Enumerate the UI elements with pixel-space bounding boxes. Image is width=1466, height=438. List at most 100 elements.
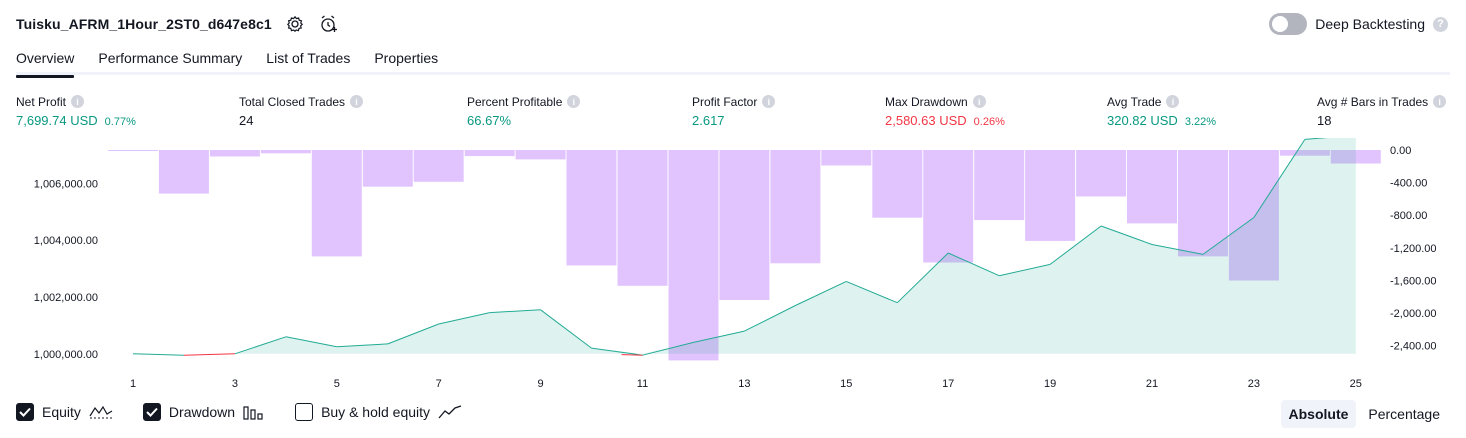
drawdown-tick-label: -1,600.00: [1390, 276, 1436, 288]
help-question-icon[interactable]: ?: [1433, 16, 1448, 32]
x-tick-label: 25: [1350, 378, 1362, 390]
metric-profit-factor: Profit Factor i 2.617: [692, 94, 776, 128]
info-icon[interactable]: i: [762, 95, 776, 108]
buy-hold-checkbox[interactable]: [295, 403, 314, 421]
equity-line-segment: [132, 353, 184, 356]
metric-percent-profitable: Percent Profitable i 66.67%: [467, 94, 581, 128]
metric-avg-bars-in-trades: Avg # Bars in Trades i 18: [1317, 94, 1447, 128]
drawdown-bar: [1127, 150, 1177, 224]
buy-hold-label: Buy & hold equity: [321, 404, 431, 420]
metric-value: 2.617: [692, 113, 725, 128]
metric-net-profit: Net Profit i 7,699.74 USD 0.77%: [16, 94, 136, 129]
info-icon[interactable]: i: [567, 95, 581, 108]
metric-max-drawdown: Max Drawdown i 2,580.63 USD 0.26%: [885, 94, 1005, 129]
drawdown-bar: [1228, 150, 1279, 281]
drawdown-label: Drawdown: [168, 404, 236, 420]
tab-properties[interactable]: Properties: [374, 50, 439, 66]
drawdown-tick-label: 0.00: [1390, 145, 1411, 157]
equity-line-segment: [285, 336, 337, 348]
metric-value: 24: [239, 113, 254, 128]
equity-line-segment: [693, 330, 745, 343]
drawdown-bar: [668, 150, 719, 361]
drawdown-bar: [1025, 150, 1076, 241]
x-tick-label: 23: [1248, 378, 1260, 390]
metric-percent: 0.77%: [104, 116, 136, 128]
metric-avg-trade: Avg Trade i 320.82 USD 3.22%: [1107, 94, 1217, 129]
add-alert-clock-icon[interactable]: [318, 13, 340, 35]
drawdown-axis: 0.00 -400.00 -800.00 -1,200.00 -1,600.00 -2,0…: [1390, 145, 1436, 353]
equity-label: Equity: [42, 404, 81, 420]
equity-line-segment: [1202, 217, 1255, 255]
equity-checkbox[interactable]: [16, 403, 34, 421]
x-tick-label: 1: [130, 378, 136, 390]
legend-equity[interactable]: Equity: [16, 403, 113, 421]
info-icon[interactable]: i: [1166, 95, 1180, 108]
metric-label: Percent Profitable: [467, 94, 563, 109]
drawdown-bar: [923, 150, 974, 263]
drawdown-bar: [1330, 150, 1381, 164]
equity-line-segment: [540, 309, 592, 349]
legend-drawdown[interactable]: Drawdown: [142, 403, 265, 421]
equity-line-segment: [1151, 244, 1204, 255]
x-tick-label: 15: [840, 378, 852, 390]
drawdown-bar: [1076, 150, 1127, 197]
info-icon[interactable]: i: [1433, 95, 1447, 108]
equity-line-segment: [896, 252, 949, 304]
deep-backtesting-toggle[interactable]: [1269, 13, 1308, 35]
drawdown-tick-label: -2,000.00: [1390, 308, 1436, 320]
metric-label: Net Profit: [16, 94, 67, 109]
drawdown-bar: [515, 150, 566, 160]
equity-area: [133, 138, 1356, 354]
deep-backtesting-label: Deep Backtesting: [1315, 16, 1425, 32]
info-icon[interactable]: i: [71, 95, 85, 108]
equity-line-icon: [89, 404, 113, 420]
x-tick-label: 9: [538, 378, 544, 390]
tab-list-of-trades[interactable]: List of Trades: [266, 50, 351, 66]
info-icon[interactable]: i: [350, 95, 364, 108]
metric-label: Avg Trade: [1107, 94, 1162, 109]
metric-value: 2,580.63 USD: [885, 113, 967, 128]
trade-number-axis: 1 3 5 7 9 11 13 15 17 19 21 23 25: [130, 378, 1362, 390]
drawdown-tick-label: -2,400.00: [1390, 341, 1436, 353]
metric-value: 320.82 USD: [1107, 113, 1178, 128]
metric-value: 7,699.74 USD: [16, 113, 98, 128]
drawdown-bar: [108, 150, 158, 151]
x-tick-label: 19: [1044, 378, 1056, 390]
drawdown-checkbox[interactable]: [142, 403, 161, 421]
metric-label: Profit Factor: [692, 94, 758, 109]
drawdown-bar: [362, 150, 413, 187]
equity-line-segment: [795, 280, 847, 306]
legend-buy-hold[interactable]: Buy & hold equity: [295, 403, 462, 421]
chart-legend: Equity Drawdown Buy & hold equity: [16, 403, 462, 421]
equity-axis: 1,000,000.00 1,002,000.00 1,004,000.00 1,00…: [34, 178, 98, 360]
equity-line-segment: [336, 343, 388, 348]
metric-label: Max Drawdown: [885, 94, 968, 109]
equity-line-segment: [1304, 138, 1328, 140]
x-tick-label: 21: [1146, 378, 1158, 390]
drawdown-bar: [158, 150, 209, 194]
metric-label: Avg # Bars in Trades: [1317, 94, 1429, 109]
drawdown-bar: [872, 150, 923, 218]
equity-drawdown-chart[interactable]: 1,000,000.00 1,002,000.00 1,004,000.00 1,00…: [0, 138, 1466, 398]
drawdown-bar: [1178, 150, 1228, 257]
equity-line-segment: [489, 309, 541, 314]
equity-line-segment: [642, 341, 694, 356]
metric-value: 18: [1317, 113, 1332, 128]
drawdown-bar: [770, 150, 821, 264]
equity-line-segment: [1100, 225, 1153, 245]
tab-performance-summary[interactable]: Performance Summary: [98, 50, 243, 66]
absolute-button[interactable]: Absolute: [1280, 400, 1357, 428]
equity-line-segment: [234, 336, 287, 355]
strategy-title: Tuisku_AFRM_1Hour_2ST0_d647e8c1: [16, 16, 272, 32]
percentage-button[interactable]: Percentage: [1368, 406, 1440, 422]
equity-line-segment: [1253, 139, 1306, 218]
x-tick-label: 17: [942, 378, 954, 390]
info-icon[interactable]: i: [972, 95, 986, 108]
tab-overview[interactable]: Overview: [16, 47, 75, 78]
metric-percent: 3.22%: [1184, 116, 1217, 128]
equity-tick-label: 1,002,000.00: [34, 292, 98, 304]
equity-tick-label: 1,000,000.00: [34, 349, 98, 361]
settings-gear-icon[interactable]: [284, 13, 306, 35]
equity-line-segment: [387, 323, 439, 345]
x-tick-label: 5: [334, 378, 340, 390]
